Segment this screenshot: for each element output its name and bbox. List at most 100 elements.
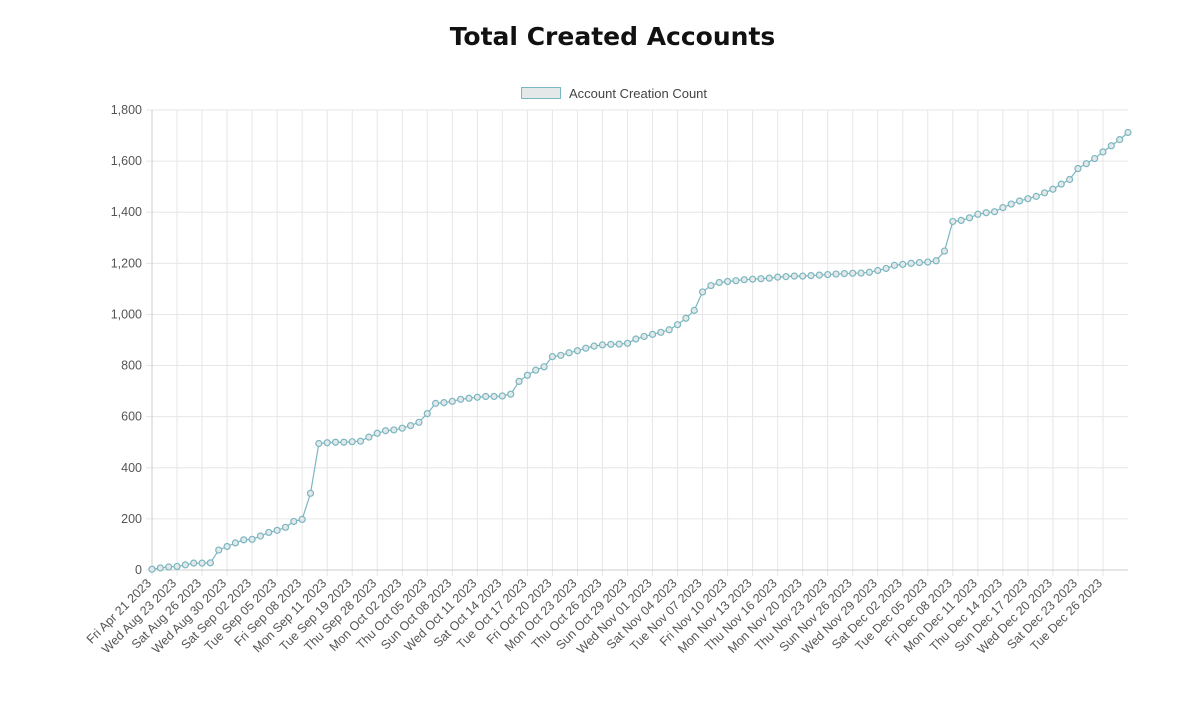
y-tick-labels: 0 200 400 600 800 1,000 1,200 1,400 1,600 1,800: [111, 103, 142, 577]
data-point: [348, 438, 356, 446]
data-point: [915, 258, 924, 267]
data-point: [982, 209, 990, 217]
data-point: [156, 564, 164, 572]
data-point: [832, 270, 840, 278]
data-point: [865, 268, 874, 276]
y-tick-label: 400: [121, 461, 142, 475]
data-point: [223, 542, 231, 551]
data-point: [373, 429, 381, 437]
data-point: [190, 559, 198, 567]
data-point: [457, 395, 465, 403]
data-point: [248, 535, 256, 543]
data-point: [181, 561, 189, 569]
data-point: [665, 326, 673, 334]
data-point: [824, 270, 832, 279]
data-point: [240, 536, 248, 544]
data-point: [607, 340, 615, 348]
data-point: [1124, 128, 1132, 137]
data-point: [907, 259, 915, 267]
data-point: [707, 281, 715, 290]
data-point: [365, 433, 373, 441]
data-point: [256, 532, 265, 540]
data-point: [932, 257, 940, 265]
y-tick-label: 1,400: [111, 205, 142, 219]
legend[interactable]: Account Creation Count: [521, 84, 707, 102]
data-point: [723, 277, 732, 286]
data-point: [1057, 180, 1065, 188]
data-point: [790, 272, 798, 280]
data-point: [290, 517, 298, 526]
data-point: [1024, 195, 1032, 203]
data-point: [715, 278, 723, 287]
data-point: [390, 426, 398, 434]
data-point: [799, 272, 807, 280]
data-point: [1066, 175, 1074, 184]
data-point: [749, 275, 757, 283]
data-point: [490, 392, 498, 401]
data-point: [473, 393, 481, 401]
data-point: [323, 439, 331, 447]
data-points: [148, 128, 1132, 573]
data-point: [949, 217, 957, 226]
data-point: [924, 258, 932, 266]
data-point: [215, 546, 223, 554]
data-point: [965, 214, 974, 222]
series-line: [151, 132, 1129, 570]
data-point: [482, 392, 490, 401]
data-point: [423, 410, 431, 418]
data-point: [632, 335, 640, 343]
chart-title: Total Created Accounts: [449, 22, 776, 51]
data-point: [774, 273, 782, 281]
data-point: [1107, 142, 1115, 150]
data-point: [782, 273, 790, 281]
y-tick-label: 600: [121, 410, 142, 424]
data-point: [498, 392, 506, 400]
data-point: [298, 515, 306, 524]
data-point: [532, 366, 540, 374]
data-point: [940, 247, 949, 255]
data-point: [648, 330, 657, 338]
data-point: [356, 437, 365, 445]
data-point: [590, 342, 598, 350]
data-point: [990, 208, 999, 216]
data-point: [882, 264, 890, 273]
data-point: [849, 269, 857, 277]
data-point: [331, 438, 340, 446]
data-point: [340, 438, 348, 446]
data-point: [1015, 197, 1024, 205]
data-point: [999, 204, 1007, 212]
data-point: [465, 394, 473, 402]
data-point: [899, 260, 907, 268]
data-point: [557, 351, 565, 359]
data-point: [640, 332, 648, 341]
data-point: [198, 559, 206, 567]
y-tick-label: 200: [121, 512, 142, 526]
data-point: [698, 288, 707, 296]
data-point: [623, 339, 632, 347]
data-point: [573, 347, 582, 355]
data-point: [673, 321, 682, 329]
data-point: [415, 418, 423, 426]
data-point: [273, 526, 281, 534]
y-tick-label: 1,000: [111, 307, 142, 321]
data-point: [598, 341, 607, 349]
data-point: [582, 344, 590, 352]
data-point: [306, 489, 315, 497]
data-point: [148, 565, 156, 573]
y-tick-label: 1,600: [111, 154, 142, 168]
data-point: [765, 274, 773, 282]
data-point: [840, 269, 848, 278]
data-point: [1116, 136, 1124, 144]
data-point: [1082, 160, 1090, 168]
data-point: [398, 424, 406, 432]
data-point: [515, 377, 523, 385]
axes: [151, 110, 1128, 571]
data-point: [815, 271, 823, 279]
data-point: [732, 277, 740, 285]
y-tick-label: 800: [121, 359, 142, 373]
data-point: [440, 399, 448, 407]
data-point: [407, 422, 415, 430]
data-point: [315, 439, 323, 448]
data-point: [974, 210, 982, 218]
